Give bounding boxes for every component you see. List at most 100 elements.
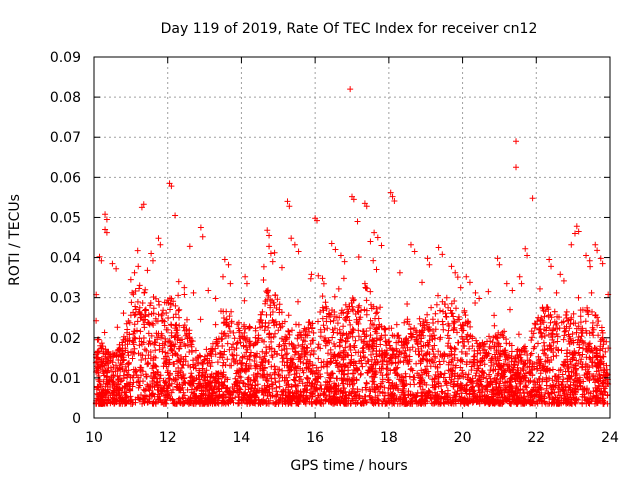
data-point (374, 234, 381, 241)
data-point (332, 246, 339, 253)
data-point (186, 243, 193, 250)
data-point (319, 275, 326, 282)
data-point (396, 269, 403, 276)
y-tick-label: 0.04 (50, 251, 81, 267)
data-point (476, 295, 483, 302)
y-tick-label: 0.08 (50, 90, 81, 106)
data-point (513, 138, 520, 145)
data-point (509, 287, 516, 294)
y-tick-label: 0.03 (50, 291, 81, 307)
data-point (313, 217, 320, 224)
data-point (557, 271, 564, 278)
y-tick-label: 0.05 (50, 210, 81, 226)
y-tick-label: 0 (72, 411, 81, 427)
x-tick-label: 18 (380, 430, 398, 446)
data-point (243, 280, 250, 287)
x-tick-label: 14 (233, 430, 251, 446)
data-point (371, 229, 378, 236)
data-point (536, 285, 543, 292)
data-point (181, 284, 188, 291)
data-point (190, 289, 197, 296)
data-point (135, 263, 142, 270)
data-point (524, 252, 531, 259)
data-point (457, 284, 464, 291)
x-tick-label: 22 (527, 430, 545, 446)
data-point (529, 195, 536, 202)
data-point (439, 251, 446, 258)
chart-title: Day 119 of 2019, Rate Of TEC Index for r… (161, 21, 538, 37)
data-point (148, 250, 155, 257)
data-point (172, 212, 179, 219)
data-point (337, 252, 344, 259)
x-tick-label: 10 (85, 430, 103, 446)
data-point (548, 263, 555, 270)
data-point (560, 277, 567, 284)
y-tick-label: 0.01 (50, 371, 81, 387)
data-point (592, 241, 599, 248)
x-tick-label: 20 (454, 430, 472, 446)
plot-frame (93, 56, 611, 419)
data-point (568, 241, 575, 248)
data-point (197, 224, 204, 231)
data-point (96, 253, 103, 260)
data-point (227, 280, 234, 287)
data-point (127, 276, 134, 283)
data-point (411, 248, 418, 255)
data-point (266, 243, 273, 250)
x-tick-labels: 10 12 14 16 18 20 22 24 (85, 430, 619, 446)
data-point (452, 269, 459, 276)
data-point (225, 261, 232, 268)
data-point (221, 256, 228, 263)
data-point (389, 193, 396, 200)
data-point (553, 289, 560, 296)
point-cloud-markers (92, 247, 612, 407)
data-point (212, 295, 219, 302)
data-point (113, 265, 120, 272)
y-tick-label: 0.02 (50, 331, 81, 347)
data-point (140, 201, 147, 208)
data-point (424, 255, 431, 262)
data-point (291, 241, 298, 248)
data-point (199, 233, 206, 240)
y-tick-label: 0.09 (50, 50, 81, 66)
data-point (175, 278, 182, 285)
data-point (168, 183, 175, 190)
data-point (264, 227, 271, 234)
data-point (494, 255, 501, 262)
data-point (266, 232, 273, 239)
data-point (588, 289, 595, 296)
data-point (347, 86, 354, 93)
data-point (586, 257, 593, 264)
data-point (387, 189, 394, 196)
data-point (599, 260, 606, 267)
data-point (103, 216, 110, 223)
data-point (354, 218, 361, 225)
data-point (98, 257, 105, 264)
data-point (102, 226, 109, 233)
data-point (496, 261, 503, 268)
data-point (131, 269, 138, 276)
data-point (284, 198, 291, 205)
data-point (308, 271, 315, 278)
data-point (157, 241, 164, 248)
data-point (367, 238, 374, 245)
y-tick-labels: 0 0.01 0.02 0.03 0.04 0.05 0.06 0.07 0.08 0.09 (50, 50, 81, 427)
data-point (378, 242, 385, 249)
data-point (267, 250, 274, 257)
data-point (144, 267, 151, 274)
data-point (485, 288, 492, 295)
x-axis-label: GPS time / hours (290, 458, 407, 474)
point-cloud (92, 247, 612, 407)
x-tick-label: 24 (601, 430, 619, 446)
data-point (278, 264, 285, 271)
data-point (573, 223, 580, 230)
data-point (242, 273, 249, 280)
data-point (328, 240, 335, 247)
data-point (575, 228, 582, 235)
y-tick-label: 0.07 (50, 130, 81, 146)
data-point (594, 247, 601, 254)
y-tick-label: 0.06 (50, 170, 81, 186)
data-point (466, 279, 473, 286)
data-point (363, 203, 370, 210)
